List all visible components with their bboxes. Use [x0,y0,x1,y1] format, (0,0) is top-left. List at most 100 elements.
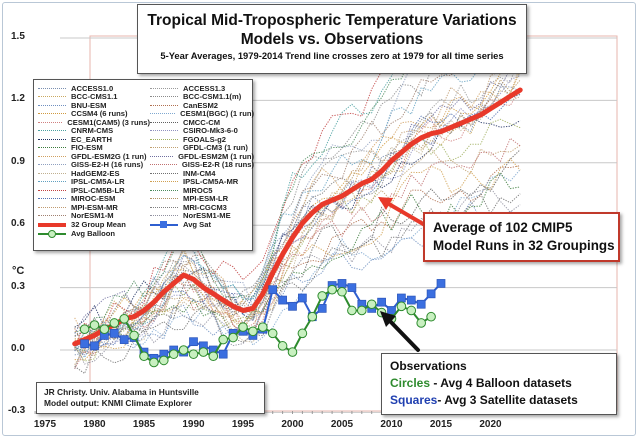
avg-sat-marker [436,279,446,288]
model-run-line [74,94,521,352]
legend-dotted-line-icon [150,189,178,191]
legend-dotted-line-icon [150,96,178,98]
legend-dotted-line-icon [38,198,66,200]
avg-balloon-marker [277,341,288,351]
legend-item: GISS-E2-R (18 runs) [150,160,254,169]
model-run-line [74,66,521,339]
avg-balloon-marker [168,349,179,359]
legend-label: GISS-E2-H (16 runs) [71,160,144,170]
legend-label: HadGEM2-ES [71,168,120,178]
legend-item: MPI-ESM-LR [150,194,254,203]
observations-box: Observations Circles - Avg 4 Balloon dat… [381,353,617,415]
legend-item: BNU-ESM [38,101,150,110]
legend-item: EC_EARTH [38,135,150,144]
avg-balloon-marker [208,351,219,362]
x-tick-label: 1995 [231,419,255,430]
legend-dotted-line-icon [150,164,177,166]
avg-balloon-marker [337,286,347,297]
series-line-group-mean [72,87,523,347]
y-tick-label: -0.3 [8,405,26,417]
avg-balloon-marker [297,328,308,339]
credit-line-2: Model output: KNMI Climate Explorer [44,398,192,408]
model-run-line [74,144,521,350]
avg-balloon-marker [287,347,298,357]
legend-label: IPSL-CM5A-LR [71,177,125,187]
avg-sat-marker [298,293,307,303]
credit-line-1: JR Christy. Univ. Alabama in Huntsville [44,387,199,397]
legend-label: ACCESS1.0 [71,83,114,93]
legend-dotted-line-icon [38,215,66,217]
x-tick-label: 1975 [33,419,57,430]
observations-circles-line: Circles - Avg 4 Balloon datasets [382,375,616,392]
legend-dotted-line-icon [38,130,66,132]
legend-grid: ACCESS1.0 ACCESS1.3 BCC-CMS1.1 BCC-CSM1.1(m… [38,84,254,238]
legend-item: MIROC-ESM [38,194,150,203]
legend-label: CNRM-CMS [71,126,114,136]
avg-balloon-marker [267,328,278,339]
legend-dotted-line-icon [38,155,66,157]
legend-item: CESM1(CAM5) (3 runs) [38,118,150,127]
legend-label: CCSM4 (6 runs) [71,109,128,119]
legend-item: ACCESS1.3 [150,84,254,93]
avg-balloon-marker [258,322,268,332]
legend-thick-line-icon [38,221,66,229]
x-tick-label: 2005 [330,419,354,430]
avg-sat-marker [387,306,396,315]
legend-item: IPSL-CM5A-LR [38,177,150,187]
legend-label: EC_EARTH [71,134,112,144]
x-tick-label: 1990 [182,419,205,430]
legend-dotted-line-icon [150,147,178,149]
legend-item: Avg Balloon [38,229,150,238]
model-run-line [74,78,521,357]
avg-sat-marker [347,283,357,292]
legend-label: CMCC-CM [183,117,221,127]
legend-dotted-line-icon [150,87,178,89]
avg-balloon-marker [357,305,367,316]
legend-dotted-line-icon [38,181,66,183]
model-run-line [74,149,521,338]
avg-sat-marker [288,301,297,311]
legend-circle-marker-icon [38,229,66,238]
avg-balloon-marker [159,355,169,366]
avg-balloon-marker [119,314,129,324]
legend-dotted-line-icon [38,113,66,115]
model-run-line [74,37,521,348]
legend-dotted-line-icon [38,164,66,166]
model-run-line [74,68,521,334]
legend-item: Avg Sat [150,220,254,229]
legend-dotted-line-icon [38,96,66,98]
y-tick-label: 0.3 [11,280,25,292]
avg-balloon-marker [327,284,337,295]
series-layer [72,87,523,368]
legend-label: BCC-CSM1.1(m) [183,92,242,102]
legend-label: GFDL-ESM2G (1 run) [71,151,147,161]
avg-balloon-marker [188,349,199,359]
legend-item: CCSM4 (6 runs) [38,109,150,119]
avg-balloon-marker [238,322,248,332]
y-axis-unit-label: °C [12,265,25,277]
legend-label: NorESM1-M [71,211,114,221]
observations-squares-line: Squares- Avg 3 Satellite datasets [382,392,616,409]
chart-title: Tropical Mid-Tropospheric Temperature Va… [147,12,517,29]
avg-balloon-marker [416,318,427,328]
x-tick-label: 1985 [132,419,156,430]
x-tick-label: 1980 [83,419,106,430]
legend-label: GFDL-CM3 (1 run) [183,143,248,153]
observations-heading: Observations [390,359,467,373]
avg-balloon-marker [228,332,238,343]
legend-item: FGOALS-g2 [150,135,254,144]
legend-item: CSIRO-Mk3-6-0 [150,126,254,135]
model-mean-callout: Average of 102 CMIP5 Model Runs in 32 Gr… [423,212,620,262]
legend-dotted-line-icon [150,104,178,106]
avg-sat-marker [80,339,89,349]
legend-item: CNRM-CMS [38,126,150,136]
legend-dotted-line-icon [150,181,178,183]
legend-item: INM-CM4 [150,169,254,178]
legend-item: MIROC5 [150,186,254,195]
legend-item: NorESM1-M [38,211,150,221]
circles-description: - Avg 4 Balloon datasets [430,376,572,390]
avg-balloon-marker [129,330,139,341]
legend-item: ACCESS1.0 [38,84,150,93]
legend-item: FIO-ESM [38,143,150,152]
avg-sat-marker [189,337,198,347]
